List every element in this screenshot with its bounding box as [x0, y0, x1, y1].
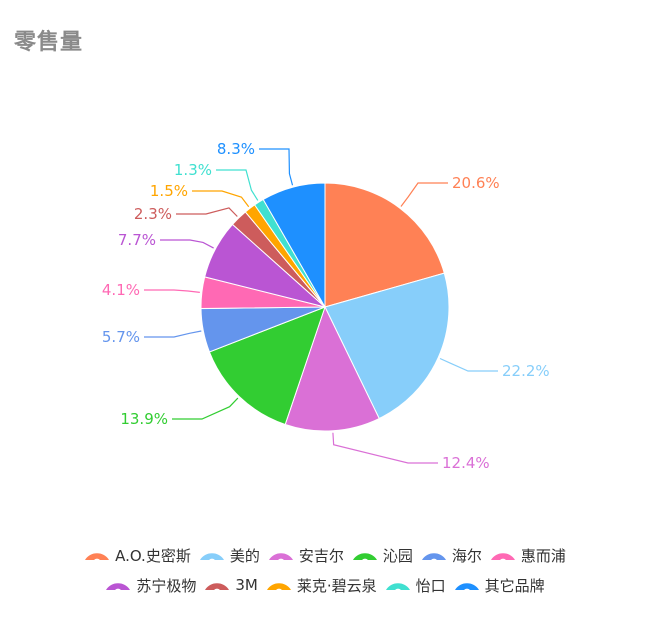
legend-label: 沁园 [382, 546, 413, 565]
data-label: 20.6% [452, 174, 500, 192]
legend-item[interactable]: 其它品牌 [454, 575, 545, 596]
legend-label: 怡口 [415, 576, 446, 595]
legend-label: 3M [235, 576, 258, 594]
legend-swatch-icon [385, 583, 410, 590]
leader-line [144, 330, 202, 338]
legend-item[interactable]: 3M [204, 576, 258, 594]
pie-slice[interactable] [208, 306, 326, 426]
pie-slice[interactable] [324, 272, 450, 420]
legend-swatch-icon [454, 583, 479, 590]
legend-item[interactable]: 海尔 [421, 545, 482, 566]
legend-item[interactable]: 沁园 [352, 545, 413, 566]
legend-label: 莱克·碧云泉 [296, 576, 377, 595]
pie-slice[interactable] [284, 305, 380, 432]
leader-line [144, 289, 200, 293]
data-label: 4.1% [102, 281, 140, 299]
legend-item[interactable]: 莱克·碧云泉 [266, 575, 377, 596]
legend-swatch-icon [199, 553, 224, 560]
leader-line [332, 432, 438, 464]
legend-item[interactable]: A.O.史密斯 [84, 545, 191, 566]
legend-label: 苏宁极物 [136, 576, 197, 595]
legend-item[interactable]: 美的 [199, 545, 260, 566]
leader-line [259, 148, 294, 186]
leader-line [176, 207, 238, 217]
leader-line [216, 169, 259, 201]
chart-legend: A.O.史密斯 美的 安吉尔 沁园 海尔 惠而浦 苏宁极物 3M 莱克·碧云泉 怡口 其它品牌 [0, 540, 650, 600]
legend-swatch-icon [106, 583, 131, 590]
leader-line [160, 239, 214, 249]
data-label: 8.3% [217, 140, 255, 158]
legend-swatch-icon [490, 553, 515, 560]
leader-line [172, 397, 239, 420]
legend-label: 其它品牌 [484, 576, 545, 595]
legend-item[interactable]: 怡口 [385, 575, 446, 596]
data-label: 1.3% [174, 161, 212, 179]
data-label: 2.3% [134, 205, 172, 223]
legend-swatch-icon [205, 583, 230, 590]
leader-line [192, 190, 250, 208]
legend-item[interactable]: 安吉尔 [268, 545, 344, 566]
leader-line [439, 357, 498, 372]
legend-swatch-icon [268, 553, 293, 560]
pie-chart: 20.6% 22.2% 12.4% 13.9% 5.7% 4.1% 7.7% 2.3% 1.5%… [102, 140, 550, 472]
data-label: 12.4% [442, 454, 490, 472]
pie-slice[interactable] [262, 182, 326, 309]
leader-line [400, 182, 448, 207]
legend-label: 海尔 [451, 546, 482, 565]
legend-label: A.O.史密斯 [115, 546, 191, 565]
legend-swatch-icon [266, 583, 291, 590]
chart-title: 零售量 [14, 30, 84, 55]
legend-row: A.O.史密斯 美的 安吉尔 沁园 海尔 惠而浦 [0, 540, 650, 570]
legend-item[interactable]: 苏宁极物 [105, 575, 196, 596]
data-label: 7.7% [118, 231, 156, 249]
data-label: 22.2% [502, 362, 550, 380]
legend-label: 惠而浦 [520, 546, 566, 565]
legend-swatch-icon [421, 553, 446, 560]
data-label: 13.9% [120, 410, 168, 428]
data-label: 1.5% [150, 182, 188, 200]
legend-swatch-icon [352, 553, 377, 560]
legend-swatch-icon [85, 553, 110, 560]
legend-label: 安吉尔 [298, 546, 344, 565]
legend-label: 美的 [229, 546, 260, 565]
legend-row: 苏宁极物 3M 莱克·碧云泉 怡口 其它品牌 [0, 570, 650, 600]
pie-slice[interactable] [324, 182, 445, 308]
legend-item[interactable]: 惠而浦 [490, 545, 566, 566]
data-label: 5.7% [102, 328, 140, 346]
